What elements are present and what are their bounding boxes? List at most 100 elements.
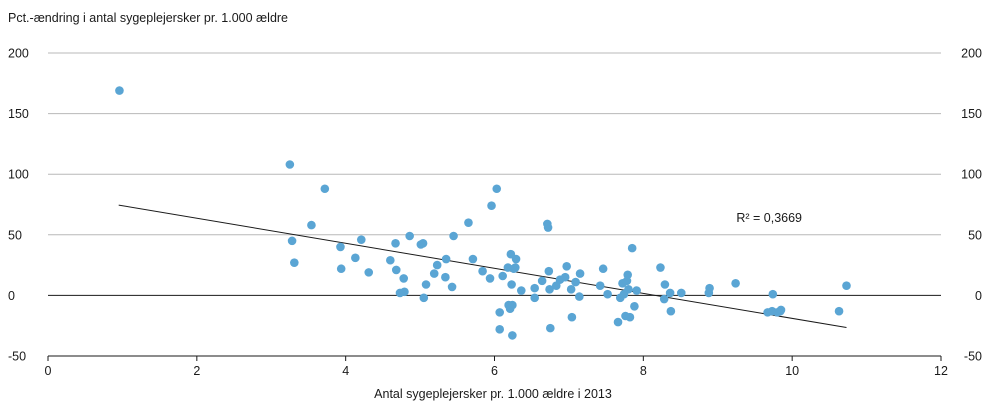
data-point xyxy=(566,285,576,294)
data-point xyxy=(834,306,844,316)
x-axis-label: Antal sygeplejersker pr. 1.000 ældre i 2… xyxy=(374,387,612,401)
data-point xyxy=(495,325,505,334)
y-axis-label: Pct.-ændring i antal sygeplejersker pr. … xyxy=(8,11,289,25)
y-tick-label-right: -50 xyxy=(964,350,982,364)
data-point xyxy=(351,253,360,263)
data-point xyxy=(447,282,457,292)
data-point xyxy=(632,286,641,295)
x-tick-label: 4 xyxy=(342,364,349,378)
r-squared-annotation: R² = 0,3669 xyxy=(736,211,802,225)
data-point xyxy=(567,312,577,322)
data-point xyxy=(776,305,786,315)
data-point xyxy=(449,231,458,241)
data-point xyxy=(624,285,633,294)
y-tick-label-left: 200 xyxy=(8,47,29,61)
data-point xyxy=(545,285,554,294)
y-tick-label-right: 100 xyxy=(961,168,982,182)
data-point xyxy=(478,266,487,276)
data-point xyxy=(487,201,496,211)
data-point xyxy=(399,274,409,283)
data-point xyxy=(562,262,571,271)
data-point xyxy=(290,258,299,267)
data-point xyxy=(603,289,612,299)
y-tick-label-right: 50 xyxy=(968,228,982,242)
data-point xyxy=(468,254,478,264)
y-tick-label-right: 150 xyxy=(961,107,982,121)
y-tick-label-right: 0 xyxy=(975,289,982,303)
data-point xyxy=(546,323,555,333)
data-point xyxy=(627,243,637,253)
data-point xyxy=(571,277,580,287)
data-point xyxy=(498,271,507,281)
data-point xyxy=(464,218,473,227)
data-point xyxy=(364,268,374,277)
data-point xyxy=(530,293,539,303)
data-point xyxy=(356,235,366,244)
data-point xyxy=(441,272,450,282)
data-point xyxy=(405,231,414,241)
data-point xyxy=(386,255,395,265)
y-tick-label-right: 200 xyxy=(961,47,982,61)
data-point xyxy=(656,263,665,272)
data-point xyxy=(508,331,517,340)
data-point xyxy=(391,238,400,248)
trendline xyxy=(118,204,847,329)
y-tick-label-left: 100 xyxy=(8,168,29,182)
data-point xyxy=(285,160,295,169)
x-tick-label: 2 xyxy=(193,364,200,378)
data-point xyxy=(530,283,539,293)
data-point xyxy=(307,220,316,230)
data-point xyxy=(419,293,429,303)
data-point xyxy=(495,308,505,317)
y-tick-label-left: 0 xyxy=(8,289,15,303)
data-point xyxy=(666,306,676,316)
data-point xyxy=(731,278,740,288)
data-point xyxy=(516,286,526,295)
data-point xyxy=(492,184,502,194)
data-point xyxy=(613,317,623,327)
data-point xyxy=(625,312,635,322)
y-tick-label-left: 150 xyxy=(8,107,29,121)
data-point xyxy=(418,238,428,248)
data-point xyxy=(630,302,639,311)
data-point xyxy=(336,242,345,252)
y-tick-label-left: 50 xyxy=(8,228,22,242)
data-point xyxy=(507,280,516,289)
data-point xyxy=(115,86,124,95)
data-point xyxy=(421,280,431,289)
data-point xyxy=(575,292,584,301)
data-point xyxy=(320,184,330,194)
data-point xyxy=(508,300,517,310)
data-point xyxy=(544,266,554,276)
data-point xyxy=(665,288,675,298)
data-point xyxy=(560,272,570,282)
data-point xyxy=(432,260,442,270)
data-point xyxy=(537,276,547,286)
data-point xyxy=(400,287,409,297)
data-point xyxy=(598,264,608,274)
x-tick-label: 0 xyxy=(45,364,52,378)
x-tick-label: 8 xyxy=(640,364,647,378)
data-point xyxy=(336,264,346,274)
x-tick-label: 12 xyxy=(934,364,948,378)
x-tick-label: 6 xyxy=(491,364,498,378)
data-point xyxy=(623,270,633,280)
data-point xyxy=(511,254,521,264)
data-point xyxy=(660,280,670,289)
data-point xyxy=(511,263,520,272)
data-point xyxy=(429,269,439,278)
data-point xyxy=(441,254,451,264)
data-point xyxy=(676,288,686,298)
data-point xyxy=(768,289,778,299)
data-point xyxy=(391,265,401,275)
data-point xyxy=(595,281,605,291)
data-point xyxy=(543,223,553,232)
data-point xyxy=(842,281,851,291)
data-point xyxy=(287,236,297,246)
x-tick-label: 10 xyxy=(785,364,799,378)
data-point xyxy=(659,294,669,304)
data-point xyxy=(705,283,714,293)
data-point xyxy=(485,274,495,283)
y-tick-label-left: -50 xyxy=(8,350,26,364)
